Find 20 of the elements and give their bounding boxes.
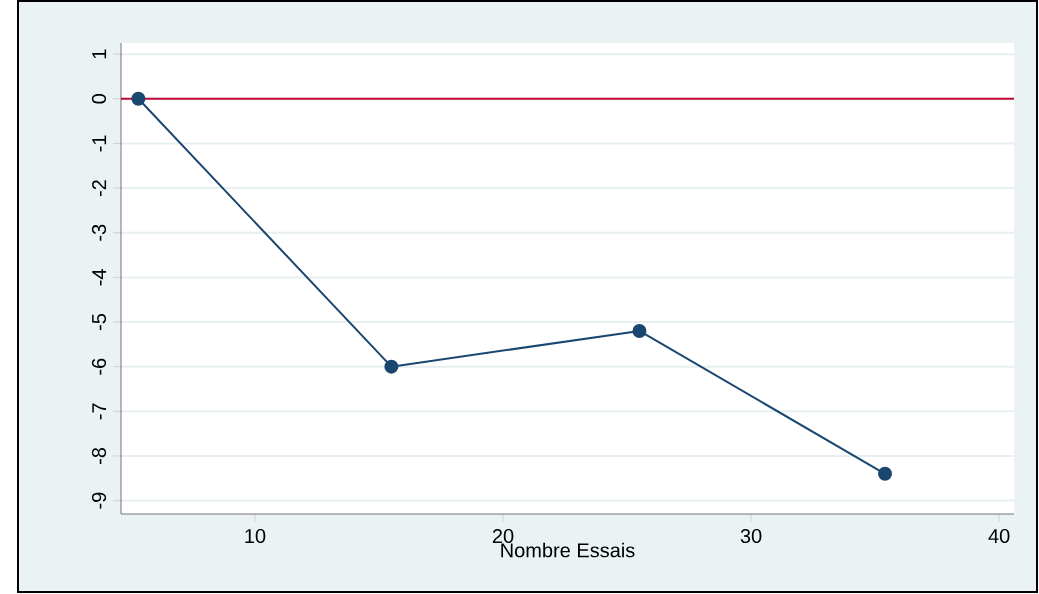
y-tick-label: -8 [91,447,107,464]
y-tick-label: -5 [92,313,107,331]
y-tick-label: 0 [91,94,107,104]
x-tick-label: 10 [245,528,266,544]
point [878,466,893,481]
point [131,91,146,106]
y-tick-label: -2 [92,180,107,197]
x-tick-label: 30 [740,528,762,544]
y-tick-label: -3 [91,224,107,241]
point [632,323,647,338]
y-tick-label: -6 [91,358,107,375]
y-tick-label: -7 [92,403,107,420]
y-tick-label: -1 [92,135,107,152]
point [384,359,399,374]
x-tick-label: 20 [492,528,514,544]
x-axis-title: Nombre Essais [501,542,635,558]
x-tick-label: 40 [988,528,1010,544]
y-tick-label: 1 [92,49,107,59]
y-tick-label: -9 [91,492,107,509]
y-tick-label: -4 [92,269,107,286]
